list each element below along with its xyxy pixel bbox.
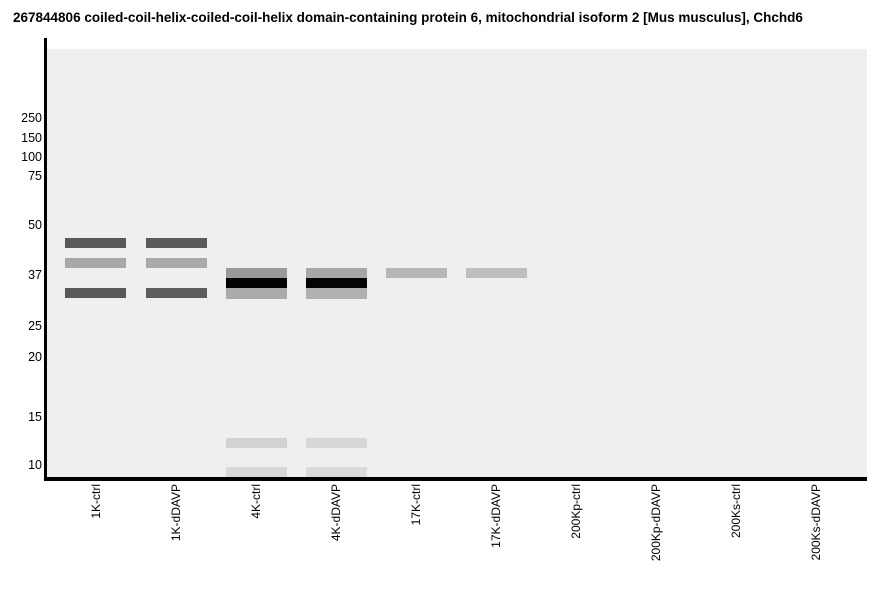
lane-label: 17K-dDAVP xyxy=(489,484,503,548)
gel-band xyxy=(306,278,367,288)
y-axis-tick-label: 15 xyxy=(28,410,42,424)
gel-band xyxy=(226,268,287,278)
y-axis-tick-label: 25 xyxy=(28,319,42,333)
gel-band xyxy=(226,467,287,477)
gel-band xyxy=(386,268,447,278)
gel-band xyxy=(306,467,367,477)
gel-band xyxy=(146,288,207,298)
gel-band xyxy=(146,258,207,268)
gel-band xyxy=(65,238,126,248)
y-axis-spine xyxy=(44,38,47,481)
lane-label: 4K-dDAVP xyxy=(329,484,343,542)
y-axis-tick-label: 20 xyxy=(28,350,42,364)
gel-band xyxy=(226,278,287,288)
lane-label: 17K-ctrl xyxy=(409,484,423,526)
y-axis-tick-label: 100 xyxy=(21,150,42,164)
gel-band xyxy=(306,288,367,299)
lane-label: 200Kp-dDAVP xyxy=(649,484,663,562)
y-axis-tick-label: 10 xyxy=(28,458,42,472)
gel-band xyxy=(146,238,207,248)
y-axis-tick-label: 150 xyxy=(21,131,42,145)
gel-band xyxy=(226,288,287,299)
gel-band xyxy=(226,438,287,448)
gel-band xyxy=(306,268,367,278)
y-axis-tick-label: 75 xyxy=(28,169,42,183)
gel-band xyxy=(65,288,126,298)
gel-band xyxy=(306,438,367,448)
x-axis-spine xyxy=(44,477,867,481)
gel-band xyxy=(65,258,126,268)
lane-label: 1K-ctrl xyxy=(89,484,103,519)
lane-label: 200Kp-ctrl xyxy=(569,484,583,539)
lane-label: 1K-dDAVP xyxy=(169,484,183,542)
y-axis-tick-label: 250 xyxy=(21,111,42,125)
lane-label: 4K-ctrl xyxy=(249,484,263,519)
y-axis-tick-label: 37 xyxy=(28,268,42,282)
gel-band xyxy=(466,268,527,278)
lane-label: 200Ks-dDAVP xyxy=(809,484,823,561)
chart-title: 267844806 coiled-coil-helix-coiled-coil-… xyxy=(13,10,803,25)
lane-label: 200Ks-ctrl xyxy=(729,484,743,539)
y-axis-tick-label: 50 xyxy=(28,218,42,232)
